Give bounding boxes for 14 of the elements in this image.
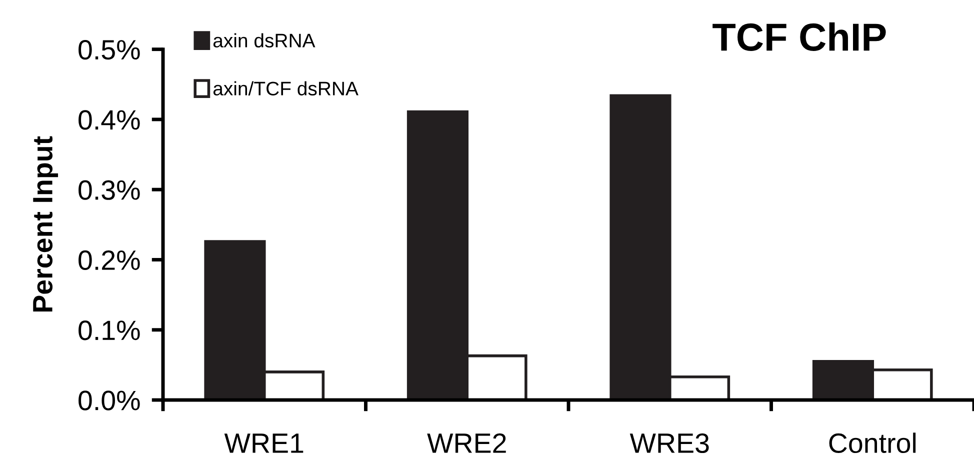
y-tick-label: 0.2%: [78, 250, 140, 270]
x-tick-label: WRE3: [630, 433, 709, 454]
y-tick-label: 0.0%: [78, 390, 140, 410]
y-tick-label: 0.4%: [78, 110, 140, 130]
y-tick-label: 0.1%: [78, 320, 140, 340]
x-tick-label: WRE1: [224, 434, 304, 453]
y-tick-label: 0.3%: [78, 180, 140, 200]
x-tick-label: Control: [829, 432, 916, 454]
chart-title: TCF ChIP: [712, 22, 886, 51]
legend-label: axin/TCF dsRNA: [213, 81, 358, 96]
y-tick-label: 0.5%: [78, 40, 140, 60]
legend-label: axin dsRNA: [213, 33, 316, 48]
y-axis-title: Percent Input: [33, 136, 58, 312]
x-tick-label: WRE2: [427, 433, 506, 453]
